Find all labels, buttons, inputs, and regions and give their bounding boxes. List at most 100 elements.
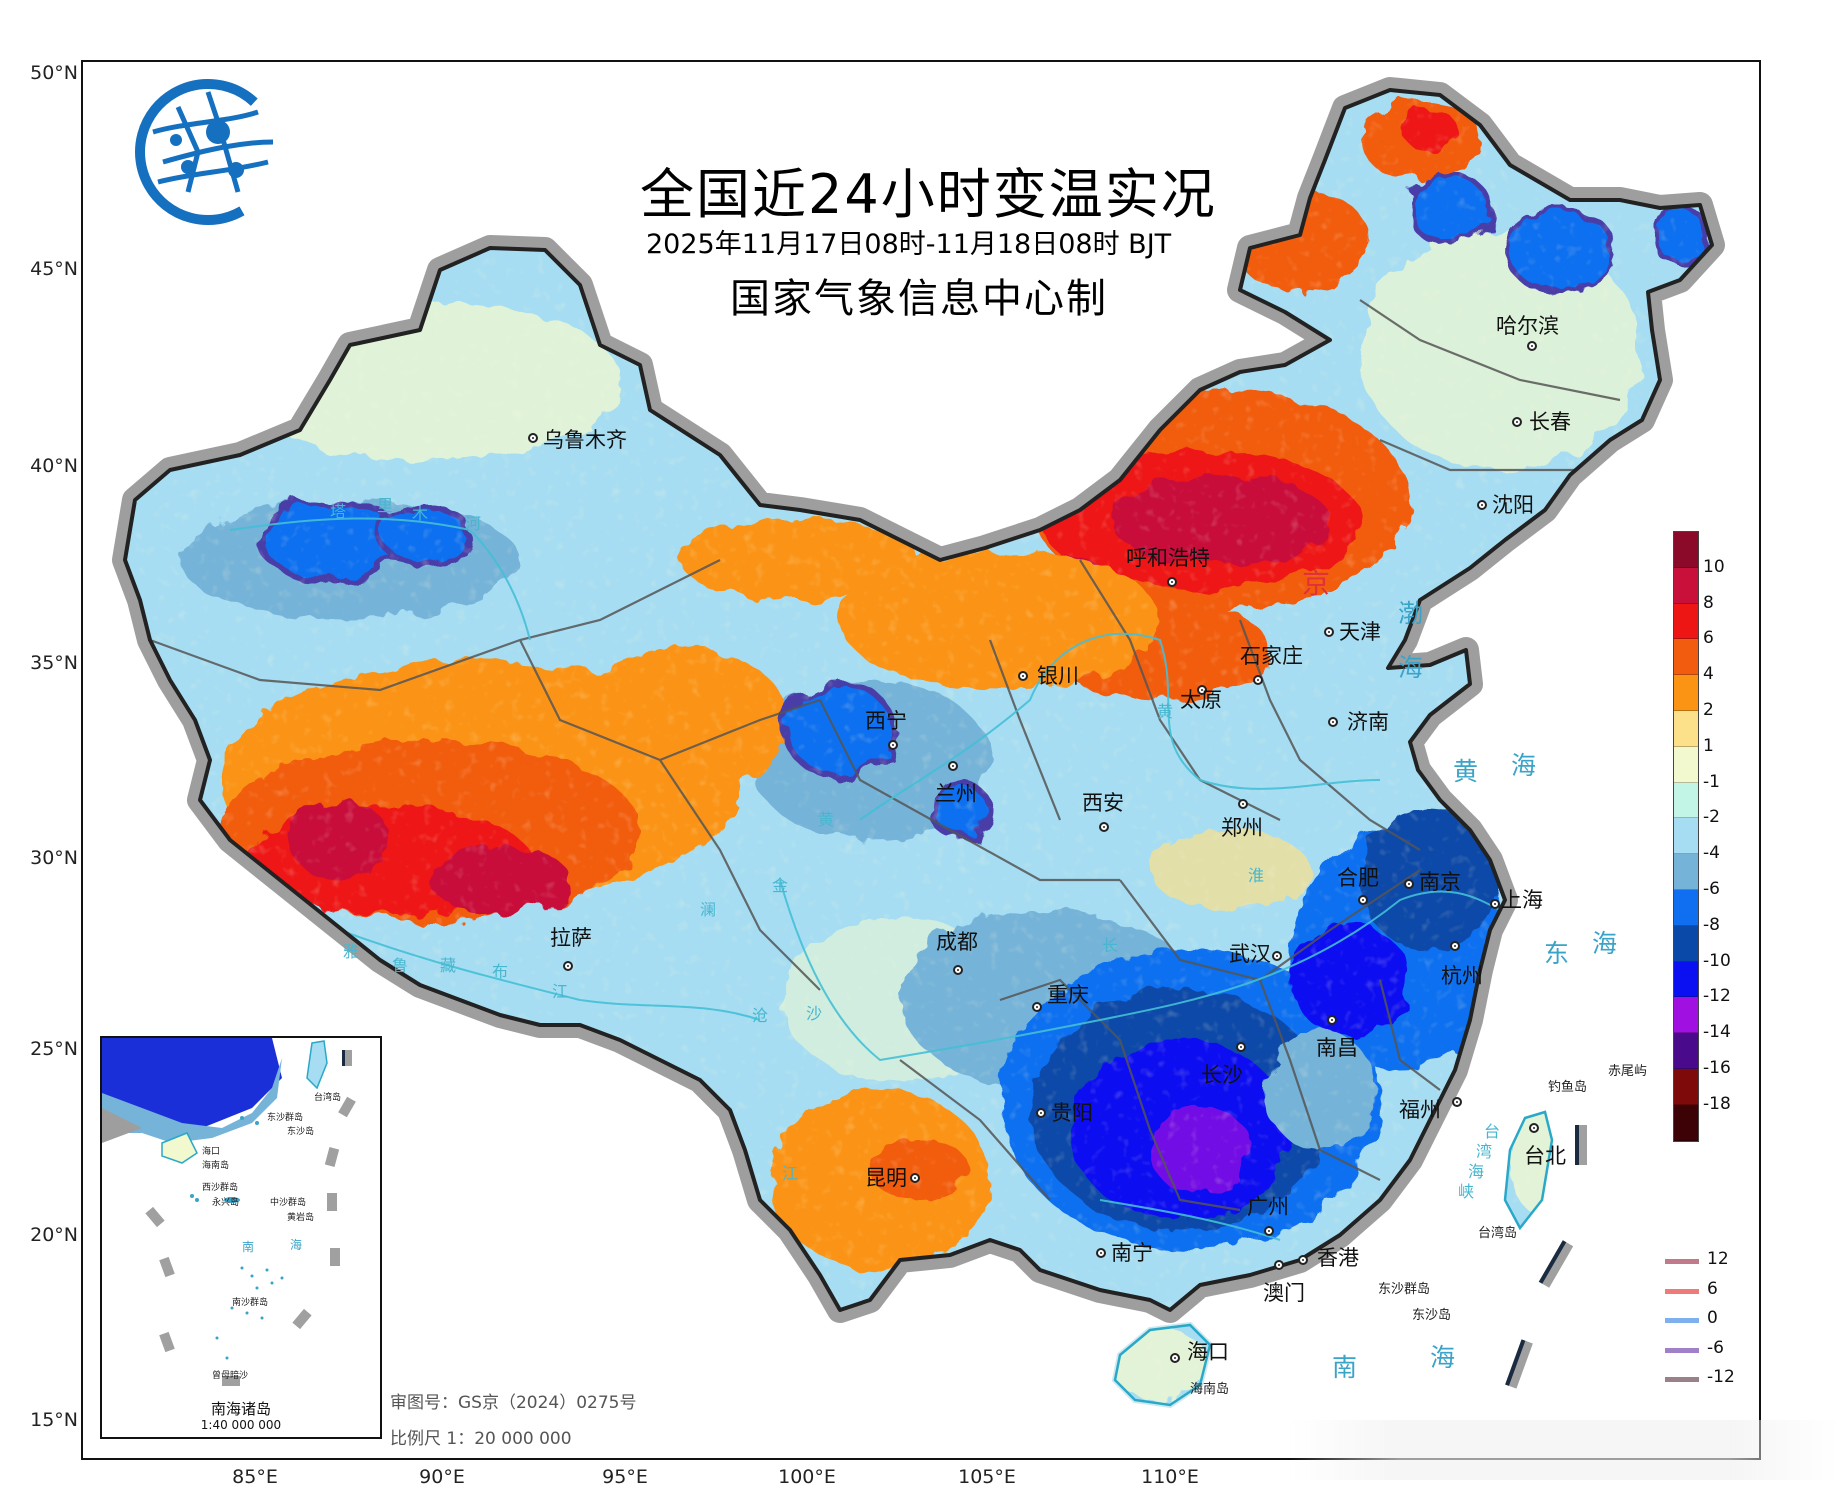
- city-marker-icon: [1477, 500, 1487, 510]
- city-label: 太原: [1180, 688, 1222, 712]
- city-label: 海口: [1187, 1340, 1229, 1364]
- river-label: 湾: [1476, 1142, 1493, 1161]
- map-time-range: 2025年11月17日08时-11月18日08时 BJT: [646, 229, 1172, 260]
- longitude-label: 100°E: [778, 1466, 836, 1488]
- city-label: 哈尔滨: [1496, 314, 1559, 338]
- island-label: 海南岛: [1190, 1382, 1230, 1397]
- sea-label: 海: [1430, 1343, 1456, 1372]
- longitude-label: 110°E: [1141, 1466, 1199, 1488]
- river-label: 海: [1468, 1162, 1485, 1181]
- city-marker-icon: [1324, 627, 1334, 637]
- inset-label: 南沙群岛: [232, 1298, 269, 1308]
- island-label: 东沙岛: [1412, 1308, 1452, 1323]
- city-marker-icon: [1170, 1353, 1180, 1363]
- city-marker-icon: [1253, 675, 1263, 685]
- rivers: [229, 517, 1501, 1241]
- colorbar-tick-label: -14: [1703, 1022, 1731, 1043]
- city-label: 郑州: [1221, 816, 1263, 840]
- island-label: 赤尾屿: [1608, 1064, 1648, 1079]
- colorbar-tick-label: -8: [1703, 914, 1720, 935]
- colorbar-tick-label: -16: [1703, 1058, 1731, 1078]
- sea-label: 南: [1332, 1353, 1358, 1382]
- inset-title: 南海诸岛: [210, 1400, 271, 1418]
- colorbar-segment: [1674, 925, 1698, 962]
- colorbar-tick-label: -2: [1703, 807, 1720, 828]
- contour-legend-label: 12: [1707, 1249, 1729, 1269]
- city-marker-icon: [1452, 1097, 1462, 1107]
- colorbar-tick-label: 6: [1703, 628, 1714, 649]
- city-marker-icon: [1036, 1108, 1046, 1118]
- sea-label: 海: [1398, 653, 1424, 682]
- latitude-label: 50°N: [30, 62, 78, 84]
- city-label: 南昌: [1316, 1036, 1358, 1060]
- river-label: 塔: [330, 502, 347, 521]
- colorbar-segment: [1674, 746, 1698, 783]
- contour-legend-label: -12: [1707, 1367, 1735, 1387]
- city-marker-icon: [1032, 1002, 1042, 1012]
- city-label: 贵阳: [1051, 1101, 1093, 1125]
- city-label: 台北: [1524, 1144, 1566, 1168]
- city-label: 合肥: [1337, 866, 1379, 890]
- city-label: 武汉: [1229, 942, 1271, 966]
- river-label: 台: [1484, 1122, 1501, 1141]
- colorbar-tick-label: 1: [1703, 735, 1714, 756]
- latitude-label: 15°N: [30, 1409, 78, 1431]
- colorbar-segment: [1674, 782, 1698, 819]
- city-marker-icon: [1264, 1226, 1274, 1236]
- colorbar-segment: [1674, 603, 1698, 640]
- colorbar-tick-label: 2: [1703, 700, 1714, 720]
- city-label: 广州: [1247, 1195, 1289, 1219]
- inset-label: 南: [242, 1240, 255, 1254]
- city-marker-icon: [1327, 1015, 1337, 1025]
- island-label: 钓鱼岛: [1548, 1080, 1588, 1095]
- contour-line-swatch-icon: [1665, 1288, 1699, 1294]
- colorbar-segment: [1674, 710, 1698, 747]
- longitude-label: 90°E: [419, 1466, 465, 1488]
- city-marker-icon: [1096, 1248, 1106, 1258]
- colorbar-tick-label: -4: [1703, 843, 1720, 864]
- river-label: 峡: [1458, 1182, 1475, 1201]
- colorbar-tick-label: 8: [1703, 592, 1714, 613]
- city-marker-icon: [1238, 799, 1248, 809]
- inset-scale: 1:40 000 000: [200, 1418, 282, 1432]
- colorbar-tick-label: -12: [1703, 986, 1731, 1007]
- contour-legend-label: -6: [1707, 1337, 1724, 1358]
- city-marker-icon: [1167, 577, 1177, 587]
- colorbar-segment: [1674, 961, 1698, 998]
- colorbar-tick-label: 10: [1703, 556, 1725, 577]
- latitude-label: 20°N: [30, 1224, 78, 1246]
- river-label: 江: [552, 982, 569, 1001]
- city-label: 杭州: [1441, 964, 1483, 988]
- river-label: 金: [772, 876, 789, 895]
- river-label: 鲁: [392, 956, 409, 975]
- city-label: 香港: [1317, 1246, 1359, 1270]
- colorbar-segment: [1674, 997, 1698, 1034]
- city-label: 沈阳: [1492, 493, 1534, 517]
- city-label: 福州: [1399, 1098, 1441, 1122]
- city-label: 银川: [1037, 664, 1079, 688]
- river-label: 雅: [343, 942, 360, 961]
- river-label: 淮: [1248, 866, 1265, 885]
- city-marker-icon: [948, 761, 958, 771]
- colorbar-tick-label: -1: [1703, 771, 1720, 792]
- inset-label: 海: [290, 1238, 303, 1252]
- contour-legend-label: 0: [1707, 1308, 1718, 1328]
- city-label: 济南: [1347, 710, 1389, 734]
- river-label: 河: [465, 514, 482, 533]
- city-marker-icon: [528, 433, 538, 443]
- city-marker-icon: [1450, 941, 1460, 951]
- inset-label: 西沙群岛: [202, 1183, 239, 1193]
- city-label: 拉萨: [550, 926, 592, 950]
- nine-dash-line: [1505, 1125, 1587, 1389]
- city-label: 长春: [1529, 410, 1571, 434]
- island-label: 台湾岛: [1478, 1226, 1518, 1241]
- river-label: 木: [412, 504, 429, 523]
- city-label: 西宁: [865, 709, 907, 733]
- city-marker-icon: [1298, 1255, 1308, 1265]
- city-marker-icon: [1512, 417, 1522, 427]
- inset-label: 黄岩岛: [287, 1213, 315, 1223]
- colorbar-segment: [1674, 567, 1698, 604]
- sea-label: 海: [1592, 929, 1618, 958]
- city-marker-icon: [1529, 1123, 1539, 1133]
- inset-label: 曾母暗沙: [212, 1371, 249, 1381]
